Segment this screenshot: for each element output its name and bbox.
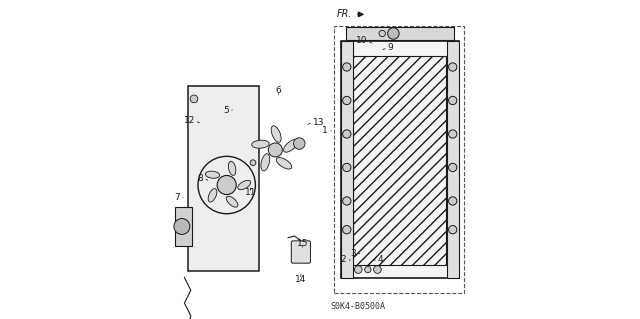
Text: 3: 3 xyxy=(350,249,356,258)
Circle shape xyxy=(355,266,362,273)
Circle shape xyxy=(449,197,457,205)
Text: 15: 15 xyxy=(297,239,308,248)
Circle shape xyxy=(449,96,457,105)
Text: 8: 8 xyxy=(198,174,204,182)
Ellipse shape xyxy=(252,140,269,148)
Ellipse shape xyxy=(238,180,251,190)
Ellipse shape xyxy=(205,171,220,178)
Text: 7: 7 xyxy=(175,193,180,202)
Text: 14: 14 xyxy=(295,275,307,284)
Circle shape xyxy=(190,95,198,103)
Text: 6: 6 xyxy=(276,86,282,95)
Ellipse shape xyxy=(276,158,292,169)
Circle shape xyxy=(379,30,385,37)
Ellipse shape xyxy=(227,196,238,207)
FancyBboxPatch shape xyxy=(291,241,310,263)
Bar xyxy=(188,86,259,271)
Circle shape xyxy=(342,163,351,172)
Circle shape xyxy=(449,163,457,172)
Circle shape xyxy=(174,219,190,234)
Text: 4: 4 xyxy=(378,256,384,264)
Circle shape xyxy=(365,266,371,273)
Ellipse shape xyxy=(271,126,281,142)
Bar xyxy=(346,27,454,40)
Bar xyxy=(340,41,459,278)
Circle shape xyxy=(374,266,381,273)
Bar xyxy=(340,41,353,278)
Text: 5: 5 xyxy=(223,106,229,115)
Ellipse shape xyxy=(228,161,236,175)
Circle shape xyxy=(342,96,351,105)
Bar xyxy=(175,207,193,246)
Bar xyxy=(447,41,459,278)
Text: 11: 11 xyxy=(244,189,256,197)
Circle shape xyxy=(342,226,351,234)
Circle shape xyxy=(217,175,236,195)
Circle shape xyxy=(342,130,351,138)
Circle shape xyxy=(388,28,399,39)
Circle shape xyxy=(342,197,351,205)
Text: 1: 1 xyxy=(322,126,328,135)
Ellipse shape xyxy=(208,189,217,202)
Circle shape xyxy=(294,138,305,149)
Ellipse shape xyxy=(284,139,298,152)
Text: FR.: FR. xyxy=(337,9,352,19)
Text: 12: 12 xyxy=(184,116,195,125)
Text: 9: 9 xyxy=(388,43,394,52)
Ellipse shape xyxy=(261,154,269,171)
Text: S0K4-B0500A: S0K4-B0500A xyxy=(331,302,386,311)
Text: 13: 13 xyxy=(313,118,324,127)
Circle shape xyxy=(449,226,457,234)
Circle shape xyxy=(449,130,457,138)
Circle shape xyxy=(449,63,457,71)
Circle shape xyxy=(268,143,282,157)
Text: 10: 10 xyxy=(356,36,367,45)
Circle shape xyxy=(250,160,256,166)
Circle shape xyxy=(342,63,351,71)
Text: 2: 2 xyxy=(341,256,346,264)
Bar xyxy=(353,56,446,265)
